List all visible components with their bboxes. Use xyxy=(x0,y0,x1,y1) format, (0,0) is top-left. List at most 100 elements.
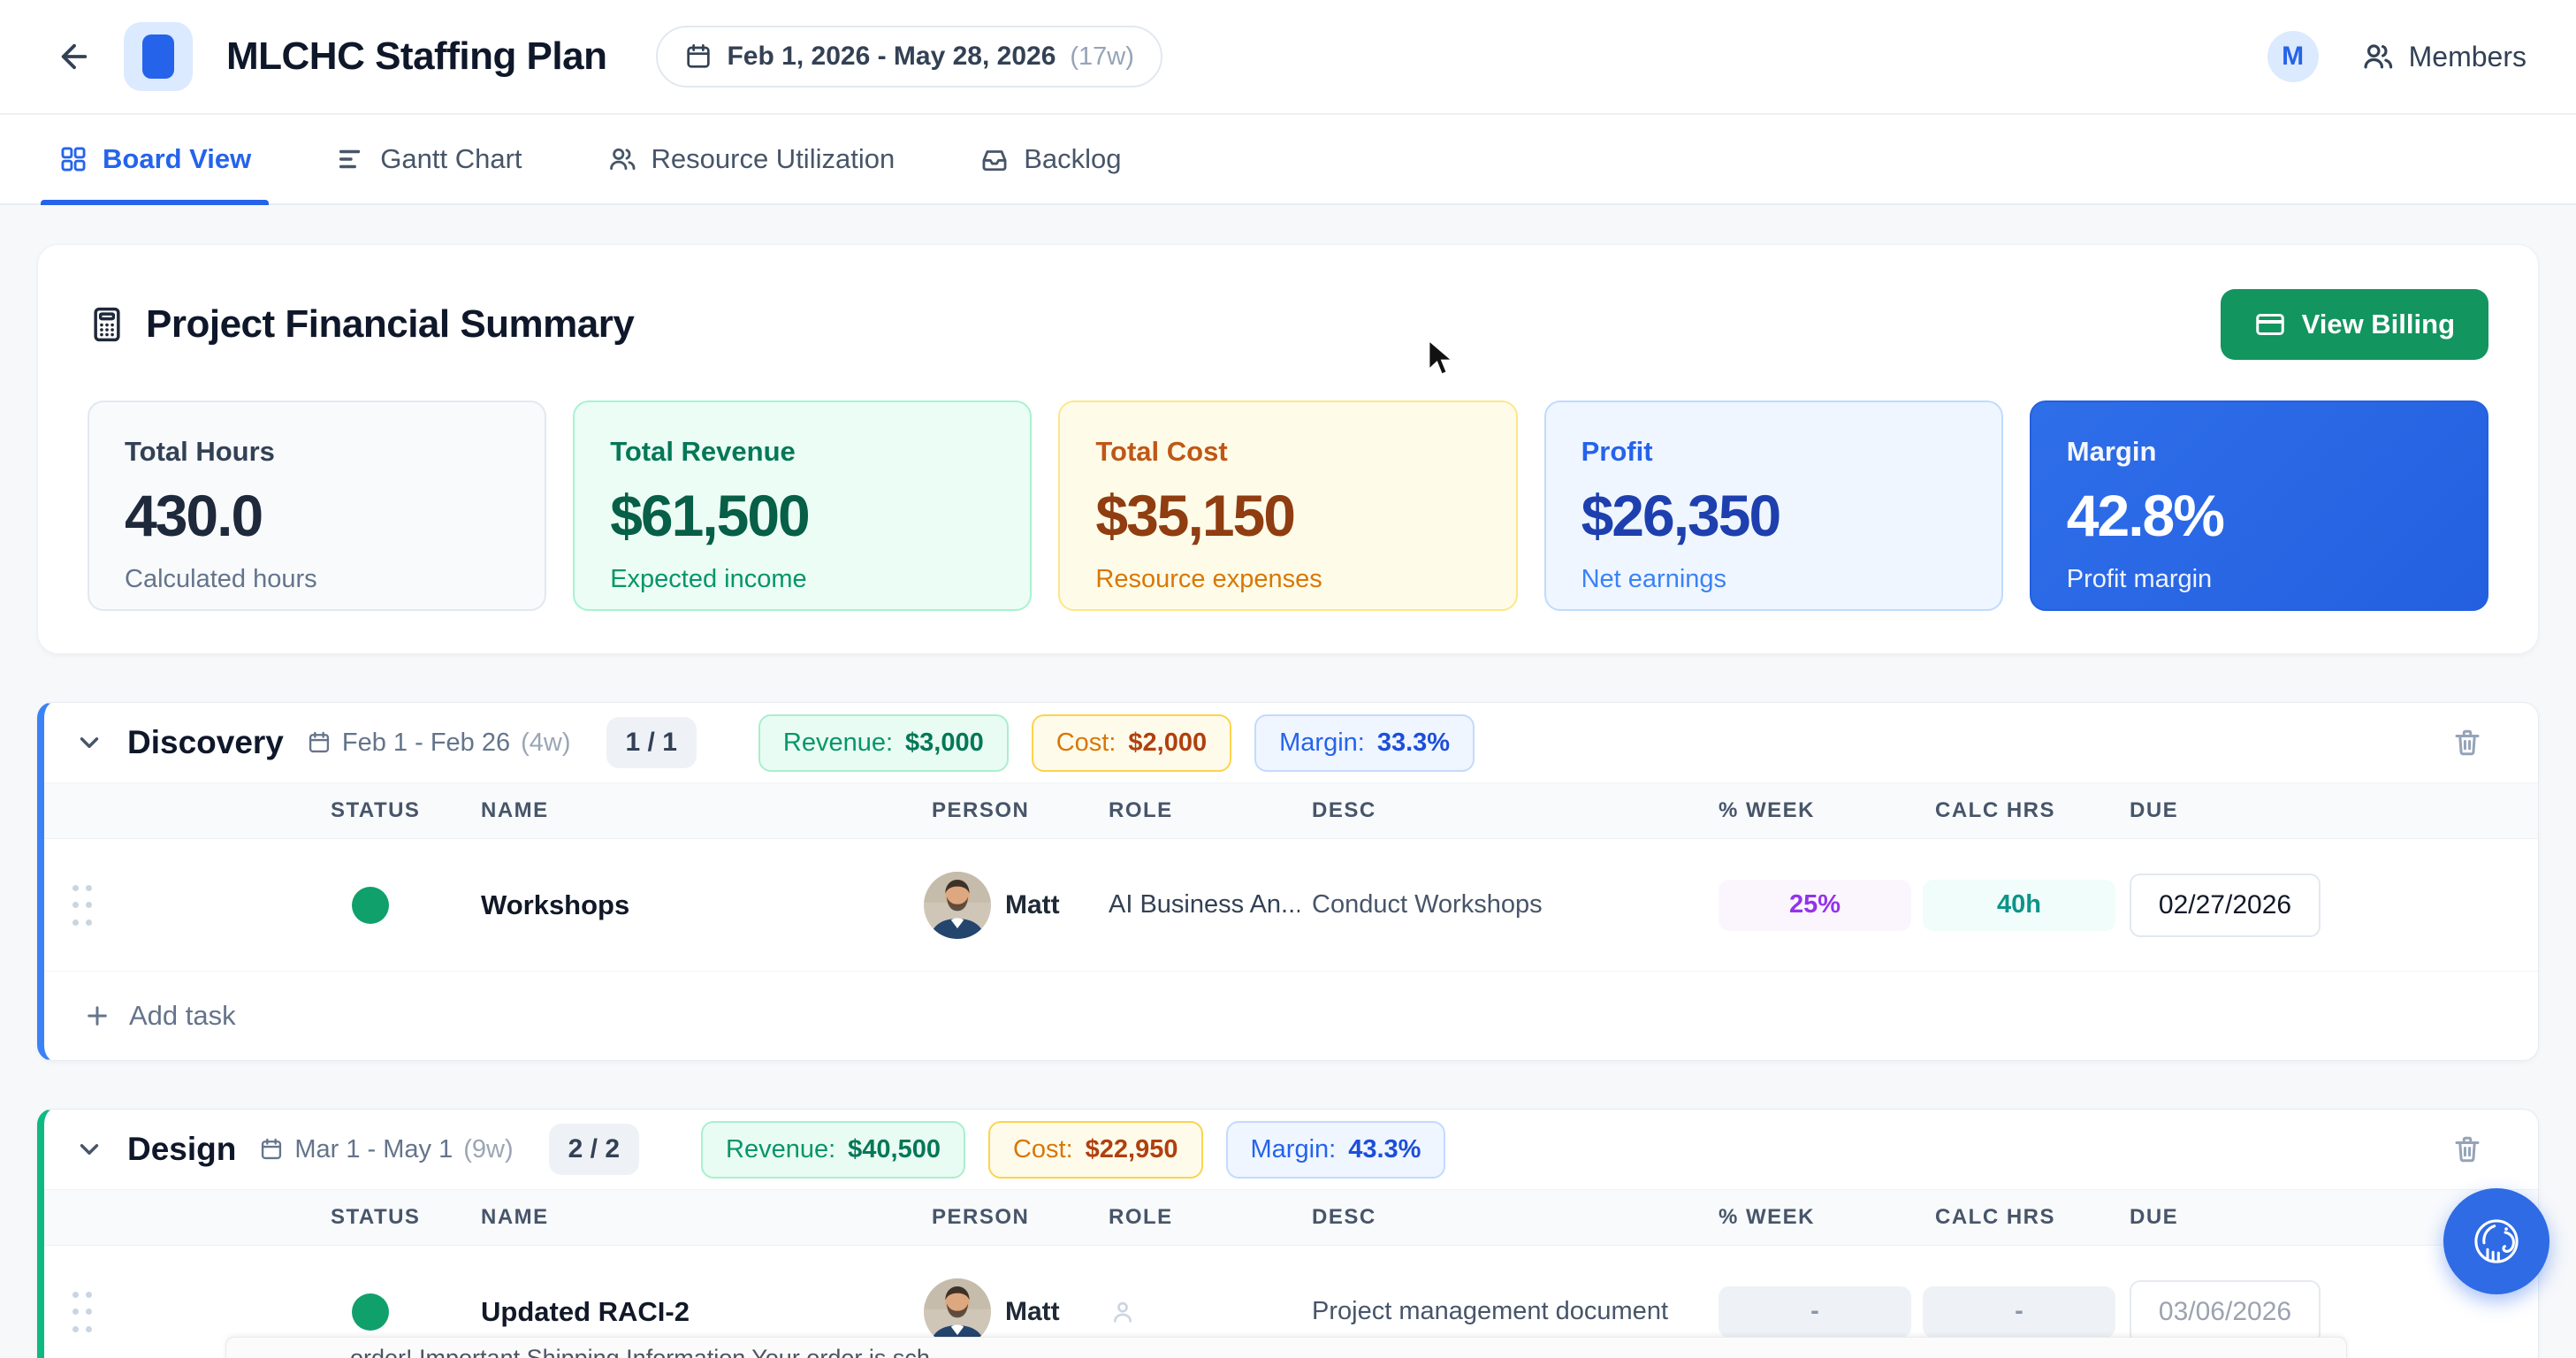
margin-label: Margin: xyxy=(1250,1134,1337,1163)
cost-label: Cost: xyxy=(1056,728,1117,757)
status-dot[interactable] xyxy=(352,1293,389,1331)
financial-summary-card: Project Financial Summary View Billing T… xyxy=(37,244,2539,654)
section-name: Discovery xyxy=(127,724,284,760)
col-person: PERSON xyxy=(932,798,1030,822)
person-cell[interactable]: Matt xyxy=(919,871,1096,939)
tab-resource-utilization[interactable]: Resource Utilization xyxy=(602,115,901,203)
tab-label: Board View xyxy=(103,143,252,174)
stat-sub: Calculated hours xyxy=(125,565,317,593)
chevron-down-icon[interactable] xyxy=(74,728,104,758)
desc-cell[interactable]: Project management document xyxy=(1312,1297,1668,1325)
section-weeks: (4w) xyxy=(521,728,571,757)
credit-card-icon xyxy=(2254,309,2286,340)
stat-label: Total Revenue xyxy=(610,436,796,467)
financial-summary-title: Project Financial Summary xyxy=(146,302,635,346)
view-billing-button[interactable]: View Billing xyxy=(2220,289,2488,360)
stat-label: Margin xyxy=(2066,436,2157,467)
col-name: NAME xyxy=(481,798,549,822)
margin-pill: Margin: 43.3% xyxy=(1225,1120,1446,1179)
calendar-icon xyxy=(259,1137,284,1162)
calendar-icon xyxy=(684,42,713,71)
stat-value: 430.0 xyxy=(125,483,263,548)
page-title: MLCHC Staffing Plan xyxy=(226,34,607,78)
col-due: DUE xyxy=(2130,1205,2179,1229)
person-outline-icon xyxy=(1109,1298,1137,1326)
task-count-badge: 2 / 2 xyxy=(548,1124,639,1175)
status-dot[interactable] xyxy=(352,886,389,924)
margin-value: 33.3% xyxy=(1376,728,1451,757)
stat-value: $61,500 xyxy=(610,483,811,548)
add-task-label: Add task xyxy=(129,1000,236,1031)
users-icon xyxy=(2361,40,2395,73)
tab-gantt-chart[interactable]: Gantt Chart xyxy=(331,115,527,203)
calc-hrs-pill: 40h xyxy=(1923,879,2115,931)
user-avatar[interactable]: M xyxy=(2267,31,2319,82)
tab-label: Resource Utilization xyxy=(651,143,896,174)
gantt-bars-icon xyxy=(336,144,366,174)
role-cell[interactable]: AI Business An... xyxy=(1109,890,1299,919)
col-name: NAME xyxy=(481,1205,549,1229)
delete-section-button[interactable] xyxy=(2451,1133,2483,1165)
margin-value: 43.3% xyxy=(1348,1134,1421,1163)
tab-label: Gantt Chart xyxy=(380,143,522,174)
table-row: Updated RACI-2 Matt Project management d… xyxy=(44,1246,2538,1358)
due-date-input[interactable] xyxy=(2130,873,2321,937)
stat-value: 42.8% xyxy=(2066,483,2225,548)
view-tabs: Board View Gantt Chart Resource Utilizat… xyxy=(0,115,2576,205)
stat-card-profit: Profit $26,350 Net earnings xyxy=(1543,401,2003,611)
pct-week-pill[interactable]: - xyxy=(1719,1286,1911,1338)
section-design: Design Mar 1 - May 1 (9w) 2 / 2 Revenue:… xyxy=(37,1109,2539,1358)
revenue-value: $3,000 xyxy=(905,728,984,757)
cost-pill: Cost: $2,000 xyxy=(1031,713,1232,772)
task-name[interactable]: Workshops xyxy=(481,889,630,920)
drag-handle[interactable] xyxy=(72,1291,92,1332)
revenue-pill: Revenue: $40,500 xyxy=(701,1120,965,1179)
drag-handle[interactable] xyxy=(72,884,92,926)
stat-sub: Resource expenses xyxy=(1095,565,1322,593)
col-status: STATUS xyxy=(331,798,421,822)
stat-card-total-cost: Total Cost $35,150 Resource expenses xyxy=(1058,401,1518,611)
desc-cell[interactable]: Conduct Workshops xyxy=(1312,890,1543,919)
calc-hrs-pill: - xyxy=(1923,1286,2115,1338)
assistant-floating-button[interactable] xyxy=(2443,1188,2549,1294)
stat-card-margin: Margin 42.8% Profit margin xyxy=(2029,401,2488,611)
members-button[interactable]: Members xyxy=(2361,40,2526,73)
person-avatar xyxy=(924,1278,991,1346)
revenue-label: Revenue: xyxy=(726,1134,836,1163)
person-cell[interactable]: Matt xyxy=(919,1278,1096,1346)
task-name[interactable]: Updated RACI-2 xyxy=(481,1295,690,1327)
chevron-down-icon[interactable] xyxy=(74,1134,104,1164)
person-name: Matt xyxy=(1005,1296,1060,1326)
stat-label: Profit xyxy=(1581,436,1653,467)
col-pct-week: % WEEK xyxy=(1719,798,1816,822)
pct-week-pill[interactable]: 25% xyxy=(1719,879,1911,931)
back-button[interactable] xyxy=(50,32,99,81)
notification-overlay: order! Important Shipping Information Yo… xyxy=(225,1337,2347,1358)
view-billing-label: View Billing xyxy=(2301,309,2455,340)
project-date-range[interactable]: Feb 1, 2026 - May 28, 2026 (17w) xyxy=(656,26,1162,88)
revenue-value: $40,500 xyxy=(848,1134,941,1163)
stat-card-total-revenue: Total Revenue $61,500 Expected income xyxy=(573,401,1033,611)
tab-board-view[interactable]: Board View xyxy=(40,115,270,205)
add-task-button[interactable]: Add task xyxy=(44,972,2538,1060)
app-header: MLCHC Staffing Plan Feb 1, 2026 - May 28… xyxy=(0,0,2576,115)
margin-pill: Margin: 33.3% xyxy=(1254,713,1475,772)
col-due: DUE xyxy=(2130,798,2179,822)
assign-role-button[interactable] xyxy=(1096,1298,1299,1326)
stat-card-total-hours: Total Hours 430.0 Calculated hours xyxy=(88,401,547,611)
delete-section-button[interactable] xyxy=(2451,727,2483,759)
tab-backlog[interactable]: Backlog xyxy=(974,115,1126,203)
stat-sub: Profit margin xyxy=(2066,565,2213,593)
cost-value: $2,000 xyxy=(1128,728,1208,757)
grid-icon xyxy=(58,144,88,174)
col-status: STATUS xyxy=(331,1205,421,1229)
person-name: Matt xyxy=(1005,889,1060,919)
table-row: Workshops Matt AI Business An... Conduct… xyxy=(44,839,2538,972)
col-person: PERSON xyxy=(932,1205,1030,1229)
col-role: ROLE xyxy=(1109,798,1173,822)
section-dates: Feb 1 - Feb 26 (4w) xyxy=(307,729,571,758)
due-date-input[interactable] xyxy=(2130,1279,2321,1344)
cost-pill: Cost: $22,950 xyxy=(987,1120,1203,1179)
stat-sub: Net earnings xyxy=(1581,565,1727,593)
